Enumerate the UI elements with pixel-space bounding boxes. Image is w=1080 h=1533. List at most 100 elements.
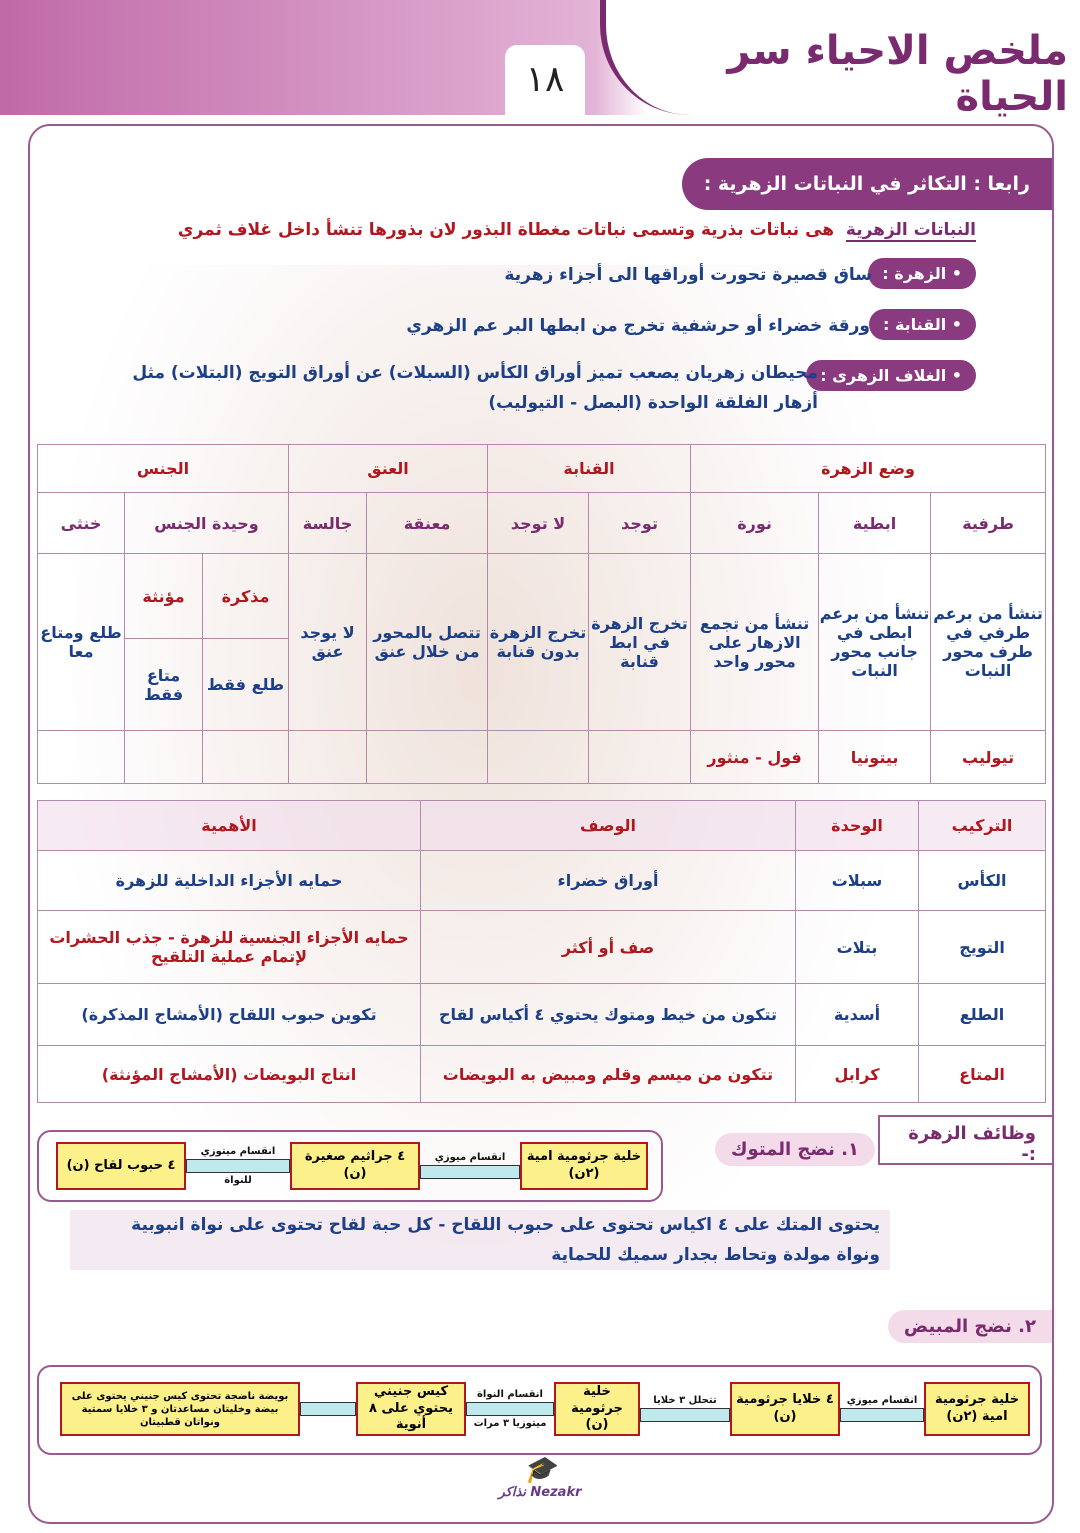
table-row: التويج بتلات صف أو أكثر حمايه الأجزاء الجنس… (37, 910, 1046, 984)
group-position: وضع الزهرة (690, 444, 1047, 493)
flow-box: ٤ جراثيم صغيرة (ن) (290, 1142, 420, 1190)
cell: حمايه الأجزاء الجنسية للزهرة - جذب الحشر… (37, 910, 421, 984)
cell: المتاع (918, 1045, 1046, 1103)
arrow-label: تتحلل ٣ خلايا (653, 1394, 717, 1406)
flower-parts-table: التركيب الوحدة الوصف الأهمية الكأس سبلات أورا… (37, 800, 1046, 1103)
cell: تتكون من ميسم وقلم ومبيض به البويضات (420, 1045, 796, 1103)
flow-box: خلية جرثومية امية (٢ن) (520, 1142, 648, 1190)
flow-box: خلية جرثومية امية (٢ن) (924, 1382, 1030, 1436)
ovary-title: ٢. نضج المبيض (887, 1310, 1052, 1343)
cell: تتكون من خيط ومتوك يحتوي ٤ أكياس لقاح (420, 983, 796, 1046)
cell: حمايه الأجزاء الداخلية للزهرة (37, 850, 421, 911)
cell: سبلات (795, 850, 919, 911)
desc-terminal: تنشأ من برعم طرفي في طرف محور النبات (930, 553, 1047, 731)
page-title: ملخص الاحياء سر الحياة (727, 28, 1068, 120)
cell: تكوين حبوب اللقاح (الأمشاج المذكرة) (37, 983, 421, 1046)
desc-female: متاع فقط (124, 638, 204, 731)
desc-axillary: تنشأ من برعم ابطى في جانب محور النبات (818, 553, 932, 731)
ovary-flow-frame (37, 1365, 1042, 1455)
arrow-label: انقسام ميوزي (434, 1151, 506, 1163)
arrow-label: للنواة (224, 1175, 252, 1186)
flow-arrow (300, 1400, 356, 1418)
definition: النباتات الزهرية هى نباتات بذرية وتسمى ن… (177, 220, 976, 242)
desc-inflorescence: تنشأ من تجمع الازهار على محور واحد (690, 553, 820, 731)
nezakr-logo: 🎓 Nezakr نذاكر (498, 1455, 582, 1500)
flow-arrow: انقسام ميتوزي للنواة (186, 1146, 290, 1186)
ovary-flow: خلية جرثومية امية (٢ن) انقسام ميوزي ٤ خل… (50, 1382, 1030, 1436)
example-bean: فول - منثور (690, 730, 820, 784)
text-line: ونواة مولدة وتحاط بجدار سميك للحماية (551, 1245, 880, 1265)
table-row: الطلع أسدية تتكون من خيط ومتوك يحتوي ٤ أكي… (37, 983, 1046, 1046)
desc-pedicellate: تتصل بالمحور من خلال عنق (366, 553, 489, 731)
arrow-label: انقسام ميتوزي (200, 1146, 276, 1157)
sub-bracteate: توجد (588, 492, 692, 554)
anther-flow-frame (37, 1130, 663, 1202)
functions-title: وظائف الزهرة :- (878, 1115, 1054, 1165)
desc-sessile: لا يوجد عنق (288, 553, 368, 731)
flow-arrow: انقسام النواة ميتوزيا ٣ مرات (466, 1389, 554, 1429)
sub-axillary: ابطية (818, 492, 932, 554)
anther-description: يحتوى المتك على ٤ اكياس تحتوى على حبوب ا… (70, 1210, 890, 1270)
cell: التويج (918, 910, 1046, 984)
definition-text: هى نباتات بذرية وتسمى نباتات مغطاة البذو… (177, 220, 835, 240)
example-tulip: تيوليب (930, 730, 1047, 784)
term-flower: • الزهرة : (868, 258, 976, 289)
term-bract: • القنابة : (868, 309, 976, 340)
header-importance: الأهمية (37, 800, 421, 851)
arrow-label: انقسام ميوزي (846, 1394, 918, 1406)
cell: أوراق خضراء (420, 850, 796, 911)
definition-term: النباتات الزهرية (845, 220, 976, 242)
desc-bracteate: تخرج الزهرة في ابط قنابة (588, 553, 692, 731)
group-sex: الجنس (36, 444, 290, 493)
sub-female: مؤنثة (124, 553, 204, 639)
text-perianth-2: أزهار الفلقة الواحدة (البصل - التيوليب) (488, 393, 818, 413)
sub-terminal: طرفية (930, 492, 1047, 554)
header-unit: الوحدة (795, 800, 919, 851)
arrow-label: ميتوزيا ٣ مرات (473, 1418, 547, 1429)
header-description: الوصف (420, 800, 796, 851)
group-bract: القنابة (487, 444, 692, 493)
desc-male: طلع فقط (202, 638, 290, 731)
flow-box: خلية جرثومية (ن) (554, 1382, 640, 1436)
text-line: يحتوى المتك على ٤ اكياس تحتوى على حبوب ا… (131, 1215, 880, 1235)
flow-arrow: انقسام ميوزي (840, 1395, 924, 1424)
anther-flow: خلية جرثومية امية (٢ن) انقسام ميوزي ٤ جر… (48, 1142, 648, 1190)
header-structure: التركيب (918, 800, 1046, 851)
flower-types-table: وضع الزهرة القنابة العنق الجنس طرفية ابطية نو… (36, 444, 1047, 784)
logo-text: Nezakr نذاكر (498, 1485, 582, 1500)
arrow-label: انقسام النواة (477, 1389, 543, 1400)
table-row: المتاع كرابل تتكون من ميسم وقلم ومبيض به ا… (37, 1045, 1046, 1103)
text-perianth: محيطان زهريان يصعب تميز أوراق الكأس (الس… (132, 363, 818, 383)
sub-sessile: جالسة (288, 492, 368, 554)
page-number: ١٨ (505, 45, 585, 115)
flow-arrow: تتحلل ٣ خلايا (640, 1395, 730, 1424)
sub-inflorescence: نورة (690, 492, 820, 554)
flow-box: ٤ خلايا جرثومية (ن) (730, 1382, 840, 1436)
cell: أسدية (795, 983, 919, 1046)
table-row: الكأس سبلات أوراق خضراء حمايه الأجزاء الداخ… (37, 850, 1046, 911)
cell: كرابل (795, 1045, 919, 1103)
cell: الطلع (918, 983, 1046, 1046)
cell: الكأس (918, 850, 1046, 911)
text-flower: ساق قصيرة تحورت أوراقها الى أجزاء زهرية (504, 265, 872, 285)
desc-ebracteate: تخرج الزهرة بدون قنابة (487, 553, 590, 731)
flow-box: بويضة ناضجة تحتوى كيس جنيني يحتوى على بي… (60, 1382, 300, 1436)
cell: صف أو أكثر (420, 910, 796, 984)
cell: انتاج البويضات (الأمشاج المؤنثة) (37, 1045, 421, 1103)
sub-hermaphrodite: خنثى (36, 492, 126, 554)
section-heading: رابعا : التكاثر في النباتات الزهرية : (682, 158, 1052, 210)
example-petunia: بيتونيا (818, 730, 932, 784)
sub-ebracteate: لا توجد (487, 492, 590, 554)
sub-male: مذكرة (202, 553, 290, 639)
sub-pedicellate: معنقة (366, 492, 489, 554)
term-perianth: • الغلاف الزهرى : (806, 360, 976, 391)
text-bract: ورقة خضراء أو حرشفية تخرج من ابطها البر … (406, 316, 870, 336)
flow-arrow: انقسام ميوزي (420, 1152, 520, 1181)
anther-title: ١. نضج المتوك (715, 1133, 875, 1166)
flow-box: ٤ حبوب لقاح (ن) (56, 1142, 186, 1190)
cell: بتلات (795, 910, 919, 984)
flow-box: كيس جنيني يحتوي على ٨ أنوية (356, 1382, 466, 1436)
title-panel: ملخص الاحياء سر الحياة (600, 0, 1080, 120)
sub-unisexual: وحيدة الجنس (124, 492, 290, 554)
desc-hermaphrodite: طلع ومتاع معا (36, 553, 126, 731)
